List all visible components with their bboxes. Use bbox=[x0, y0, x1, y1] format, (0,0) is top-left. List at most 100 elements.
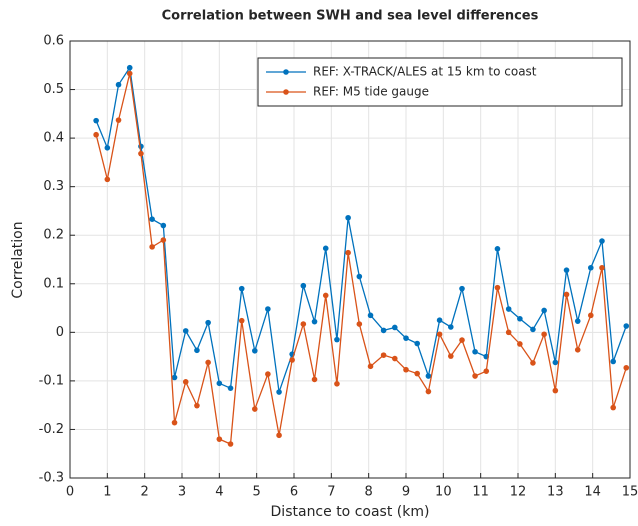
y-tick-label: 0.3 bbox=[43, 179, 64, 194]
data-point bbox=[238, 317, 245, 324]
data-point bbox=[448, 353, 454, 359]
x-tick-label: 8 bbox=[365, 485, 373, 500]
y-tick-label: 0 bbox=[56, 325, 64, 340]
x-tick-label: 4 bbox=[215, 485, 223, 500]
data-point bbox=[392, 324, 398, 331]
data-point bbox=[265, 306, 271, 312]
data-point bbox=[205, 319, 211, 326]
data-point bbox=[160, 237, 167, 243]
data-point bbox=[574, 318, 581, 324]
data-point bbox=[182, 379, 189, 385]
data-point bbox=[194, 402, 200, 409]
y-tick-label: -0.3 bbox=[39, 471, 64, 486]
data-point bbox=[367, 312, 374, 319]
y-axis-label: Correlation bbox=[10, 221, 26, 298]
data-point bbox=[414, 340, 421, 347]
data-point bbox=[483, 368, 490, 374]
data-point bbox=[599, 264, 605, 271]
x-tick-label: 9 bbox=[402, 485, 410, 500]
x-tick-label: 12 bbox=[510, 485, 527, 500]
data-point bbox=[403, 335, 409, 341]
data-point bbox=[227, 441, 234, 447]
data-point bbox=[104, 145, 111, 151]
data-point bbox=[367, 363, 374, 370]
y-tick-label: 0.5 bbox=[43, 82, 64, 97]
y-tick-label: 0.2 bbox=[43, 228, 64, 243]
data-point bbox=[171, 419, 178, 426]
data-point bbox=[252, 347, 258, 354]
data-point bbox=[345, 249, 351, 256]
x-axis-label: Distance to coast (km) bbox=[271, 504, 430, 520]
x-tick-label: 14 bbox=[584, 485, 601, 500]
y-tick-label: 0.6 bbox=[43, 34, 64, 49]
data-point bbox=[138, 143, 144, 150]
data-point bbox=[552, 359, 559, 366]
data-point bbox=[194, 347, 200, 354]
data-point bbox=[380, 327, 387, 334]
data-point bbox=[356, 321, 363, 327]
data-point bbox=[563, 267, 570, 273]
data-point bbox=[238, 285, 245, 292]
x-tick-label: 1 bbox=[103, 485, 111, 500]
data-point bbox=[414, 370, 421, 377]
data-point bbox=[149, 216, 155, 222]
x-tick-label: 13 bbox=[547, 485, 564, 500]
data-point bbox=[436, 317, 443, 323]
data-point bbox=[517, 315, 523, 322]
data-point bbox=[104, 176, 111, 183]
data-point bbox=[227, 385, 234, 391]
x-tick-label: 6 bbox=[290, 485, 298, 500]
data-point bbox=[216, 380, 223, 387]
data-point bbox=[541, 331, 547, 338]
data-point bbox=[472, 373, 478, 379]
data-point bbox=[459, 337, 465, 343]
data-point bbox=[623, 323, 630, 329]
data-point bbox=[530, 360, 536, 366]
data-point bbox=[205, 359, 211, 366]
legend-marker bbox=[283, 69, 289, 75]
data-point bbox=[182, 328, 189, 334]
data-point bbox=[149, 244, 155, 250]
data-point bbox=[623, 364, 630, 371]
y-tick-label: -0.2 bbox=[39, 422, 64, 437]
data-point bbox=[252, 406, 258, 412]
data-point bbox=[552, 387, 559, 394]
legend-box bbox=[257, 57, 623, 107]
data-point bbox=[541, 307, 547, 314]
data-point bbox=[425, 373, 432, 379]
data-point bbox=[356, 273, 363, 280]
data-point bbox=[380, 352, 387, 358]
data-point bbox=[126, 70, 133, 77]
data-point bbox=[588, 264, 594, 271]
data-point bbox=[311, 318, 318, 325]
data-point bbox=[563, 291, 570, 298]
chart-title: Correlation between SWH and sea level di… bbox=[162, 9, 539, 24]
data-point bbox=[494, 246, 501, 252]
data-point bbox=[599, 238, 605, 244]
data-point bbox=[425, 388, 432, 395]
data-point bbox=[93, 117, 99, 124]
data-point bbox=[448, 324, 454, 330]
data-point bbox=[505, 306, 512, 312]
data-point bbox=[403, 366, 409, 373]
y-tick-label: -0.1 bbox=[39, 373, 64, 388]
data-point bbox=[610, 358, 616, 365]
data-point bbox=[345, 214, 351, 221]
x-tick-label: 10 bbox=[435, 485, 452, 500]
data-point bbox=[459, 285, 465, 292]
data-point bbox=[138, 150, 144, 157]
data-point bbox=[530, 326, 536, 333]
data-point bbox=[334, 336, 340, 343]
data-point bbox=[517, 341, 523, 347]
data-point bbox=[334, 381, 340, 387]
data-point bbox=[322, 292, 329, 299]
plot-frame bbox=[69, 40, 631, 479]
y-tick-label: 0.4 bbox=[43, 131, 64, 146]
data-point bbox=[392, 355, 398, 362]
data-point bbox=[300, 321, 307, 327]
legend-label: REF: X-TRACK/ALES at 15 km to coast bbox=[313, 65, 537, 79]
data-point bbox=[115, 117, 122, 123]
data-point bbox=[311, 376, 318, 383]
data-point bbox=[265, 371, 271, 377]
x-tick-label: 2 bbox=[141, 485, 149, 500]
